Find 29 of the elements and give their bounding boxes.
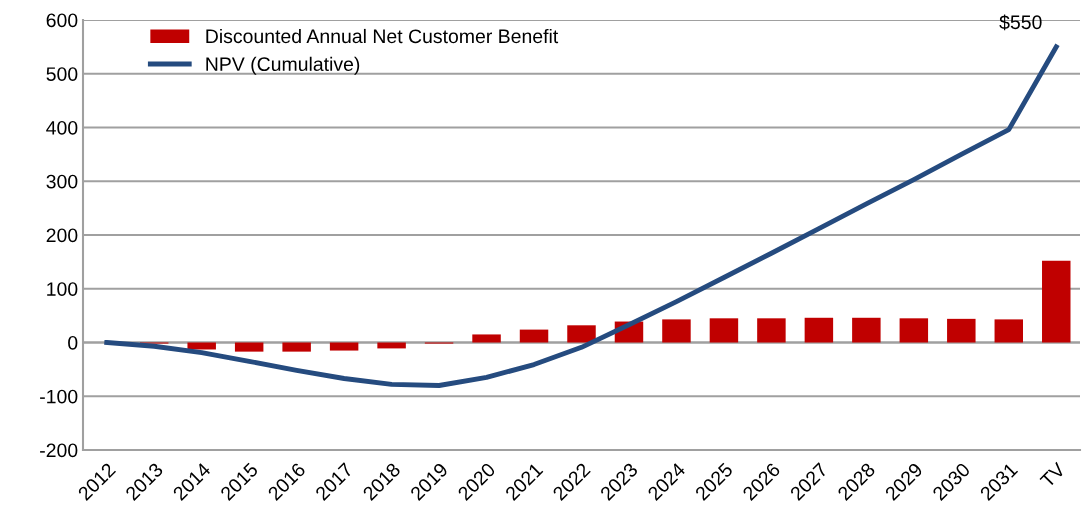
bar: [472, 334, 501, 343]
bar: [234, 342, 264, 352]
annotation: $550: [999, 14, 1042, 31]
bar: [329, 342, 359, 351]
bar: [282, 342, 311, 352]
x-tick-label: TV: [1039, 461, 1067, 489]
bar: [852, 317, 881, 343]
y-tick-label: 100: [47, 282, 78, 296]
y-tick-label: 400: [46, 120, 78, 135]
bar: [947, 318, 976, 343]
y-tick-label: -100: [40, 389, 78, 404]
bar: [567, 325, 596, 343]
y-tick-label: 200: [46, 228, 78, 243]
y-tick-label: 500: [46, 67, 78, 81]
bar: [899, 318, 929, 343]
legend-label: NPV (Cumulative): [206, 56, 360, 75]
y-tick-label: -200: [40, 443, 78, 458]
y-tick-label: 0: [68, 335, 78, 350]
bar: [804, 317, 834, 343]
line-series: [104, 44, 1059, 388]
bar: [662, 319, 691, 343]
bar: [709, 318, 739, 343]
y-tick-label: 600: [46, 13, 78, 28]
bar: [994, 319, 1024, 343]
bar: [519, 329, 549, 343]
y-tick-label: 300: [46, 174, 78, 189]
bar: [757, 318, 786, 343]
bar: [1042, 260, 1071, 343]
legend-label: Discounted Annual Net Customer Benefit: [206, 28, 559, 44]
